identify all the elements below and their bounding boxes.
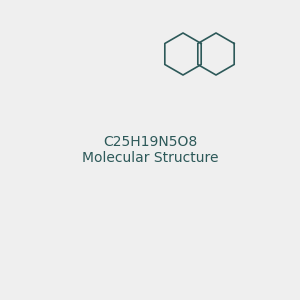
Text: C25H19N5O8
Molecular Structure: C25H19N5O8 Molecular Structure <box>82 135 218 165</box>
